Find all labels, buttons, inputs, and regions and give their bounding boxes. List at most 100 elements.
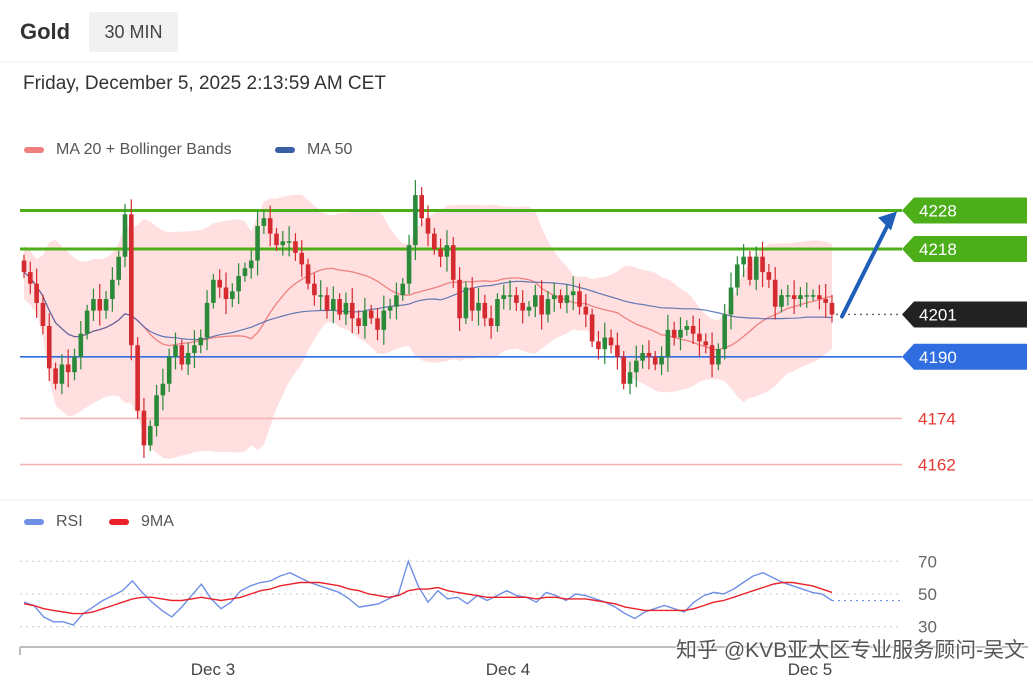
candle	[627, 361, 633, 395]
legend-rsi-ma-label: 9MA	[141, 513, 174, 530]
level-label-4190: 4190	[919, 348, 957, 367]
candle	[697, 318, 702, 357]
candle-body	[318, 295, 323, 297]
candle	[173, 332, 178, 370]
candle	[337, 293, 342, 321]
candle	[21, 254, 27, 278]
candle-body	[211, 279, 216, 303]
legend-rsi: RSI	[24, 513, 83, 531]
candle-body	[425, 218, 431, 234]
symbol-title: Gold	[20, 19, 71, 44]
projection-arrow-head	[878, 211, 897, 231]
candle	[204, 290, 210, 351]
candle-body	[192, 345, 197, 353]
candle	[450, 237, 456, 288]
candle-body	[520, 302, 525, 311]
candle-body	[488, 318, 494, 326]
level-label-4162: 4162	[918, 456, 956, 475]
candle-body	[305, 264, 311, 284]
candle	[482, 294, 488, 327]
candle	[356, 310, 361, 335]
candle-body	[804, 295, 810, 297]
candle-body	[646, 352, 652, 357]
current-price-tag	[902, 301, 1027, 328]
candle	[211, 274, 216, 309]
candle	[242, 262, 248, 282]
candle	[457, 267, 462, 332]
ma20-line	[23, 267, 833, 351]
candle	[671, 321, 677, 346]
candle-body	[791, 295, 797, 300]
candle-body	[135, 345, 140, 411]
candle	[236, 263, 241, 305]
candle-body	[198, 337, 204, 346]
candle	[526, 300, 532, 317]
candle-body	[728, 287, 734, 315]
candle-body	[539, 295, 544, 315]
candle	[621, 351, 626, 390]
legend-ma20-bb: MA 20 + Bollinger Bands	[24, 141, 232, 159]
candle-body	[621, 356, 626, 384]
candle-body	[545, 299, 551, 315]
candle-body	[652, 356, 658, 365]
candle	[160, 368, 166, 411]
rsi-line	[23, 559, 833, 626]
candle	[72, 348, 77, 381]
candle	[179, 339, 185, 371]
candle-body	[463, 287, 469, 319]
candle	[394, 282, 399, 320]
candle-body	[324, 295, 330, 311]
candle	[59, 354, 65, 395]
candle	[564, 284, 570, 314]
candle	[760, 241, 765, 288]
candle	[823, 284, 828, 318]
candle	[267, 205, 273, 247]
candle-body	[280, 241, 286, 246]
legend-rsi-ma: 9MA	[109, 513, 174, 531]
candle-body	[753, 256, 759, 280]
candle	[444, 230, 450, 272]
candle-body	[185, 352, 191, 365]
candle	[678, 317, 683, 351]
candle	[116, 250, 121, 286]
candle-body	[381, 310, 387, 330]
candle-body	[72, 356, 77, 373]
timestamp: Friday, December 5, 2025 2:13:59 AM CET	[23, 73, 386, 94]
x-tick-label: Dec 3	[191, 660, 235, 679]
level-label-4174: 4174	[918, 409, 956, 428]
projection-arrow-shaft	[840, 220, 891, 319]
candle	[722, 304, 727, 360]
candle-body	[223, 287, 229, 300]
candle-body	[147, 426, 153, 446]
candle	[495, 293, 500, 332]
candle	[533, 284, 538, 318]
candle-body	[596, 341, 601, 350]
candle-body	[173, 345, 178, 357]
candle-body	[179, 345, 185, 365]
candle	[53, 362, 58, 390]
candle	[735, 256, 740, 296]
legend-ma50-swatch	[275, 147, 295, 153]
candle-body	[602, 337, 608, 350]
candle	[558, 289, 563, 309]
candle	[438, 238, 443, 268]
candle-body	[659, 356, 664, 365]
candle	[147, 420, 153, 452]
candle	[425, 205, 431, 247]
bollinger-band	[24, 194, 832, 459]
candle	[684, 320, 690, 336]
candle-body	[457, 279, 462, 319]
candle-body	[570, 291, 576, 296]
timeframe-button[interactable]: 30 MIN	[89, 12, 178, 52]
candle-body	[261, 218, 267, 226]
candle	[747, 250, 753, 286]
candle-body	[217, 279, 222, 288]
candle	[545, 290, 551, 323]
candle	[406, 234, 412, 295]
candle	[476, 287, 481, 326]
candle	[78, 320, 84, 370]
candle-body	[331, 299, 336, 311]
candle	[46, 313, 52, 382]
candle-body	[299, 252, 305, 265]
